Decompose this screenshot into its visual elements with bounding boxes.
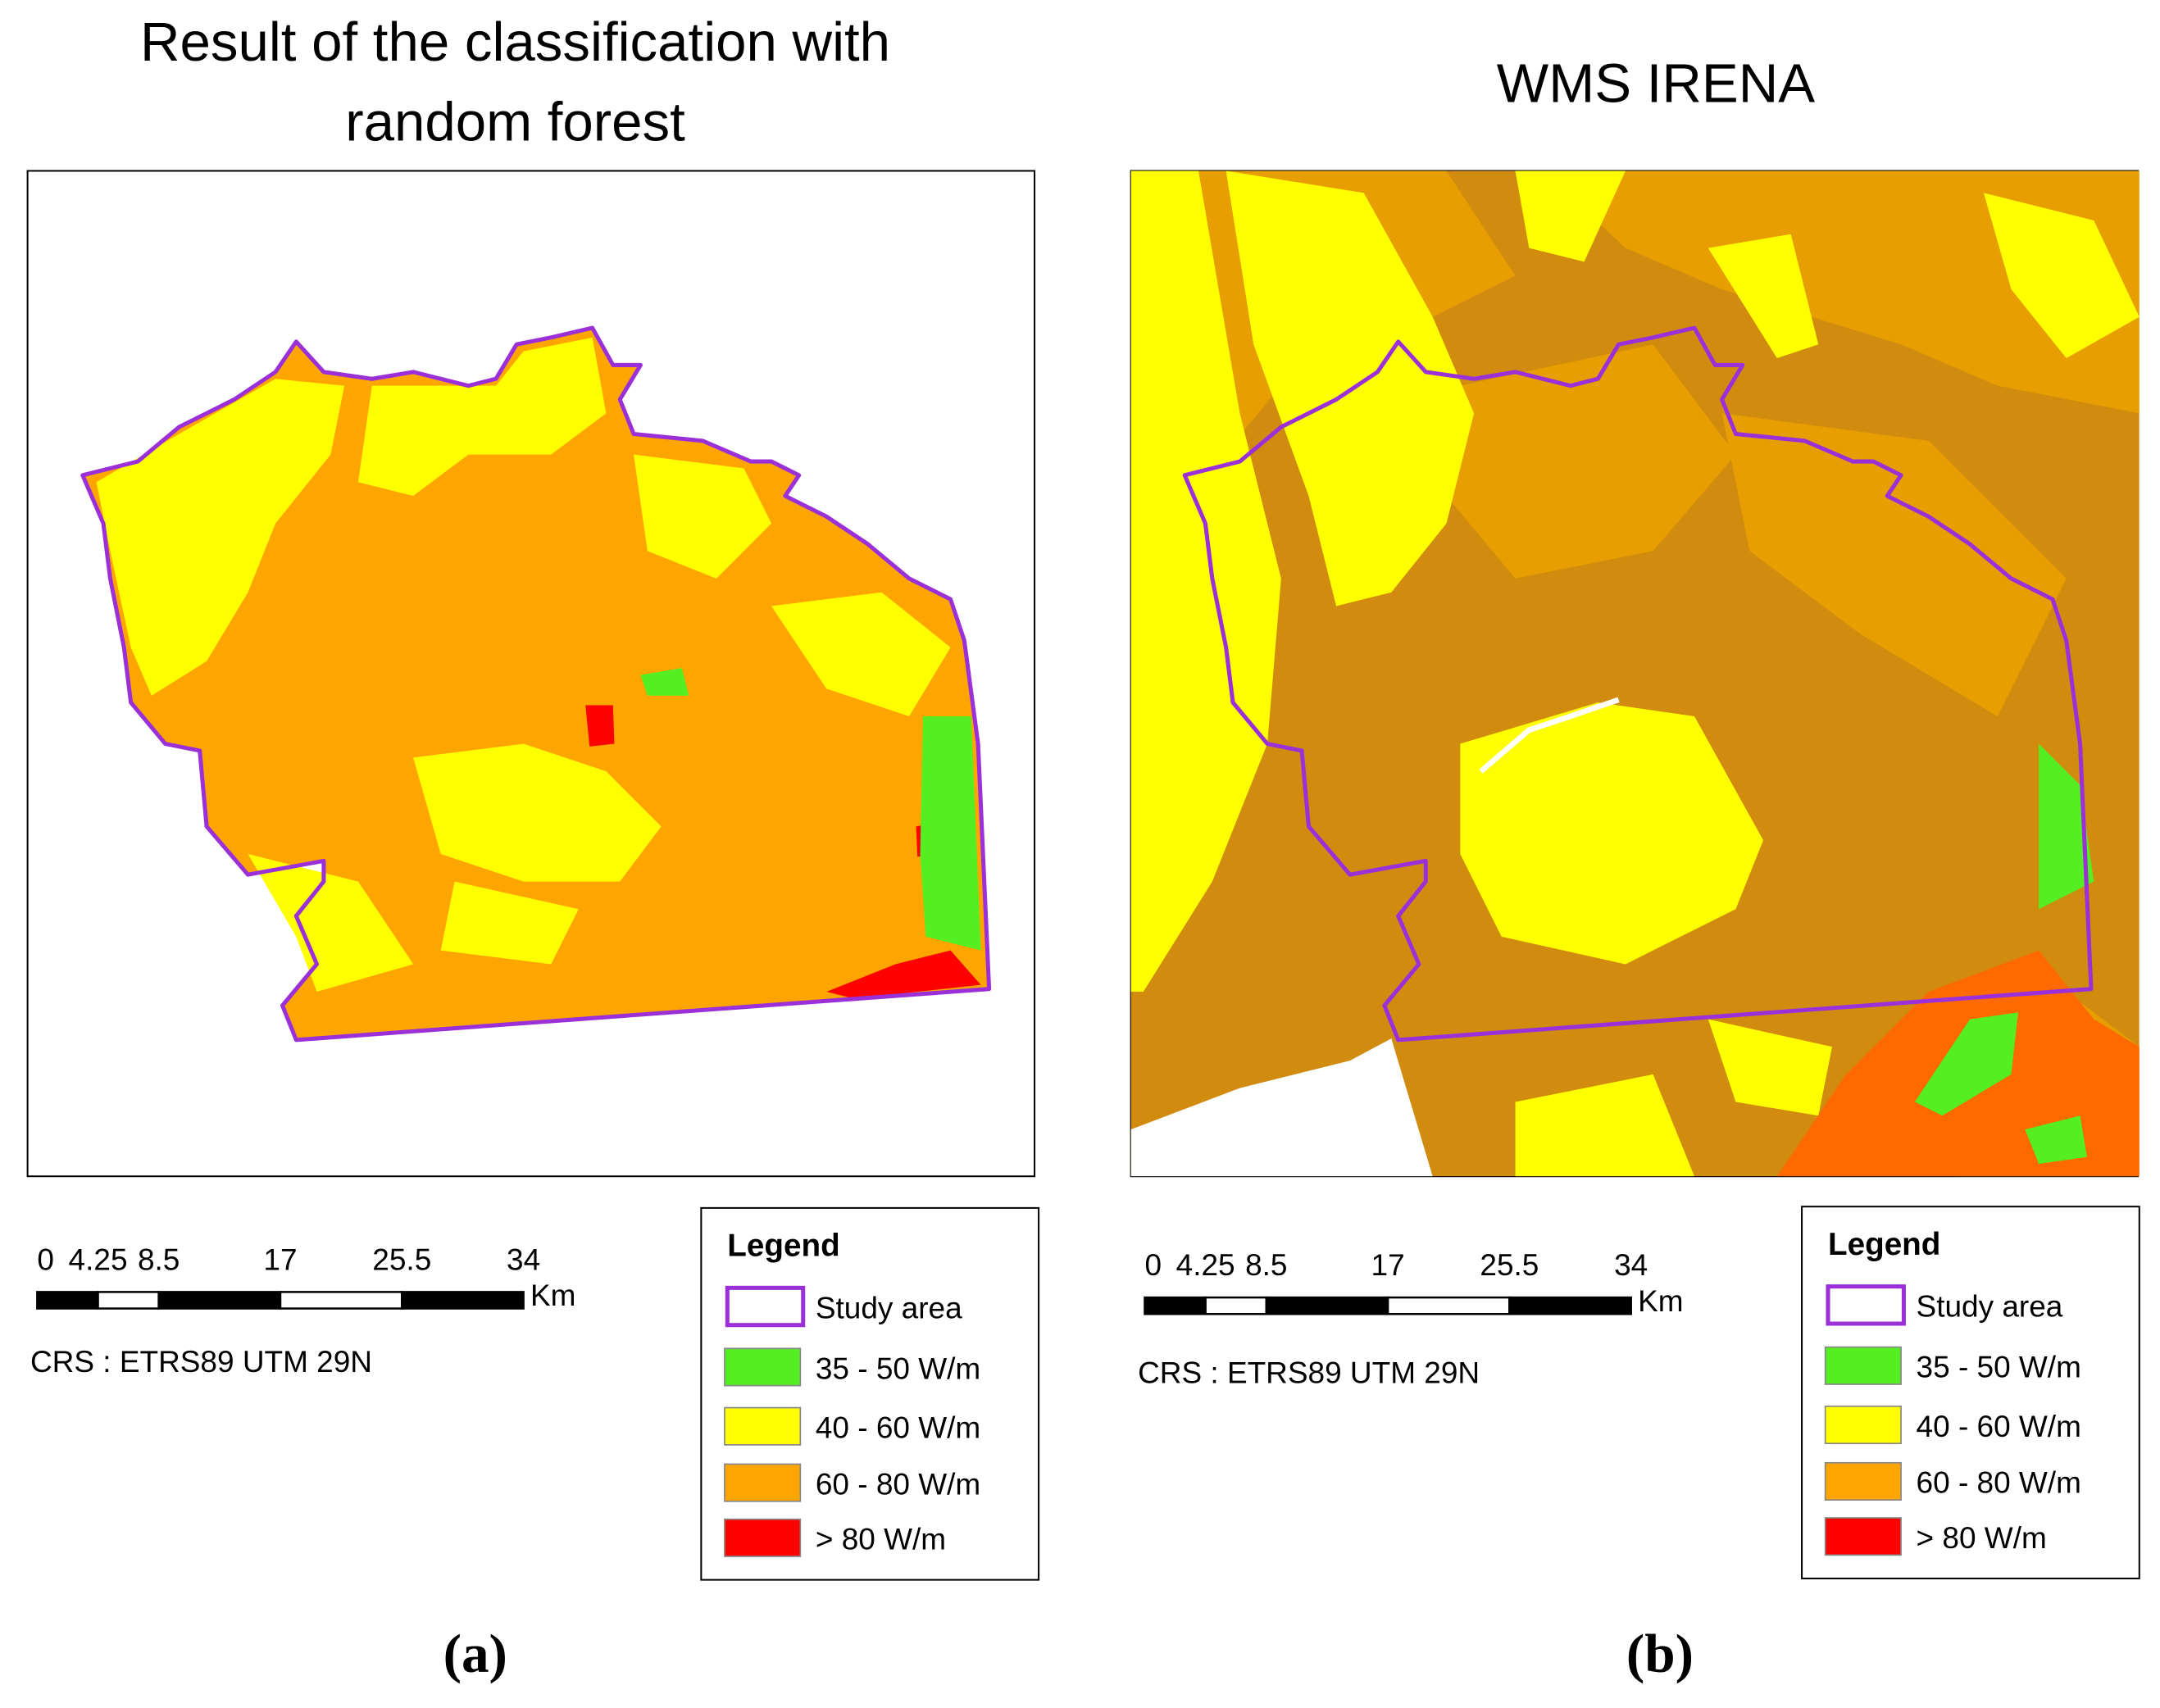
scale-label: 4.25 <box>69 1243 128 1277</box>
legend-label: 40 - 60 W/m <box>1917 1410 2081 1443</box>
scale-label: 0 <box>1144 1248 1162 1282</box>
panel-title: WMS IRENA <box>1497 52 1815 114</box>
legend-title: Legend <box>727 1229 839 1264</box>
legend-label: > 80 W/m <box>816 1523 946 1556</box>
crs-label: CRS : ETRS89 UTM 29N <box>1138 1356 1480 1389</box>
legend-label: Study area <box>1917 1290 2063 1324</box>
class-area <box>248 854 414 993</box>
legend-label: 35 - 50 W/m <box>816 1351 980 1385</box>
scale-label: 34 <box>1614 1248 1648 1282</box>
legend-title: Legend <box>1828 1227 1940 1262</box>
legend-label: 40 - 60 W/m <box>816 1411 980 1445</box>
scale-label: 25.5 <box>1480 1248 1539 1282</box>
class-area <box>413 743 662 882</box>
legend-swatch <box>1824 1461 1902 1501</box>
class-area <box>1721 413 2067 716</box>
class-area <box>357 337 607 497</box>
class-area <box>1130 1038 1433 1177</box>
legend-box <box>700 1206 1040 1581</box>
class-area <box>640 668 689 696</box>
scale-segment <box>279 1291 403 1310</box>
river <box>1479 697 1620 774</box>
scale-label: 17 <box>263 1243 297 1277</box>
class-area <box>634 454 772 579</box>
scale-segment <box>157 1291 282 1310</box>
study-area-boundary <box>80 325 992 1043</box>
legend-label: Study area <box>816 1291 962 1324</box>
panel: Result of the classification with random … <box>26 11 1040 1684</box>
legend-swatch <box>725 1285 806 1328</box>
class-area <box>1446 344 1736 579</box>
legend-label: 60 - 80 W/m <box>1917 1466 2081 1500</box>
scale-unit: Km <box>530 1279 575 1312</box>
scale-unit: Km <box>1638 1284 1683 1318</box>
legend-label: 60 - 80 W/m <box>816 1467 980 1501</box>
class-area <box>826 950 981 999</box>
legend-label: > 80 W/m <box>1917 1521 2047 1555</box>
scale-label: 17 <box>1371 1248 1405 1282</box>
class-area <box>1515 170 1626 262</box>
class-area <box>1130 170 1281 993</box>
class-area <box>1914 1012 2018 1116</box>
class-area <box>2025 1115 2087 1165</box>
class-area <box>96 379 345 696</box>
map <box>1130 170 2140 1177</box>
class-area <box>440 881 579 965</box>
scale-label: 8.5 <box>1245 1248 1287 1282</box>
legend-swatch <box>1826 1284 1906 1326</box>
legend-swatch <box>724 1463 802 1502</box>
legend-swatch <box>1824 1406 1902 1445</box>
legend-swatch <box>1824 1517 1902 1556</box>
class-area <box>1515 1074 1694 1177</box>
class-area <box>1983 193 2140 359</box>
class-area <box>1460 702 1764 965</box>
study-area-boundary <box>1182 325 2094 1043</box>
legend-swatch <box>724 1347 802 1387</box>
scale-segment <box>97 1291 160 1310</box>
crs-label: CRS : ETRS89 UTM 29N <box>30 1345 372 1379</box>
class-area <box>1708 1019 1833 1116</box>
legend-swatch <box>724 1406 802 1446</box>
class-area <box>1543 170 2140 414</box>
scale-segment <box>1386 1296 1511 1315</box>
legend-label: 35 - 50 W/m <box>1917 1351 2081 1384</box>
legend-box <box>1801 1206 2140 1579</box>
scale-label: 4.25 <box>1176 1248 1235 1282</box>
map <box>80 325 992 1043</box>
scale-label: 25.5 <box>372 1243 431 1277</box>
scale-segment <box>1204 1296 1268 1315</box>
class-area <box>920 715 981 951</box>
scale-label: 8.5 <box>138 1243 180 1277</box>
legend-swatch <box>1824 1346 1902 1385</box>
class-area <box>771 592 951 716</box>
panel-title: random forest <box>345 92 685 153</box>
scale-segment <box>1508 1296 1632 1315</box>
panel-title: Result of the classification with <box>140 11 890 73</box>
legend-swatch <box>724 1518 802 1557</box>
scale-label: 0 <box>37 1243 54 1277</box>
class-area <box>1708 234 1819 359</box>
class-area <box>585 705 615 747</box>
panel-caption: (a) <box>443 1623 507 1684</box>
scale-segment <box>1144 1296 1207 1315</box>
scale-segment <box>1265 1296 1389 1315</box>
scale-segment <box>36 1291 99 1310</box>
scale-label: 34 <box>507 1243 540 1277</box>
scale-segment <box>401 1291 525 1310</box>
panel-caption: (b) <box>1626 1623 1694 1684</box>
